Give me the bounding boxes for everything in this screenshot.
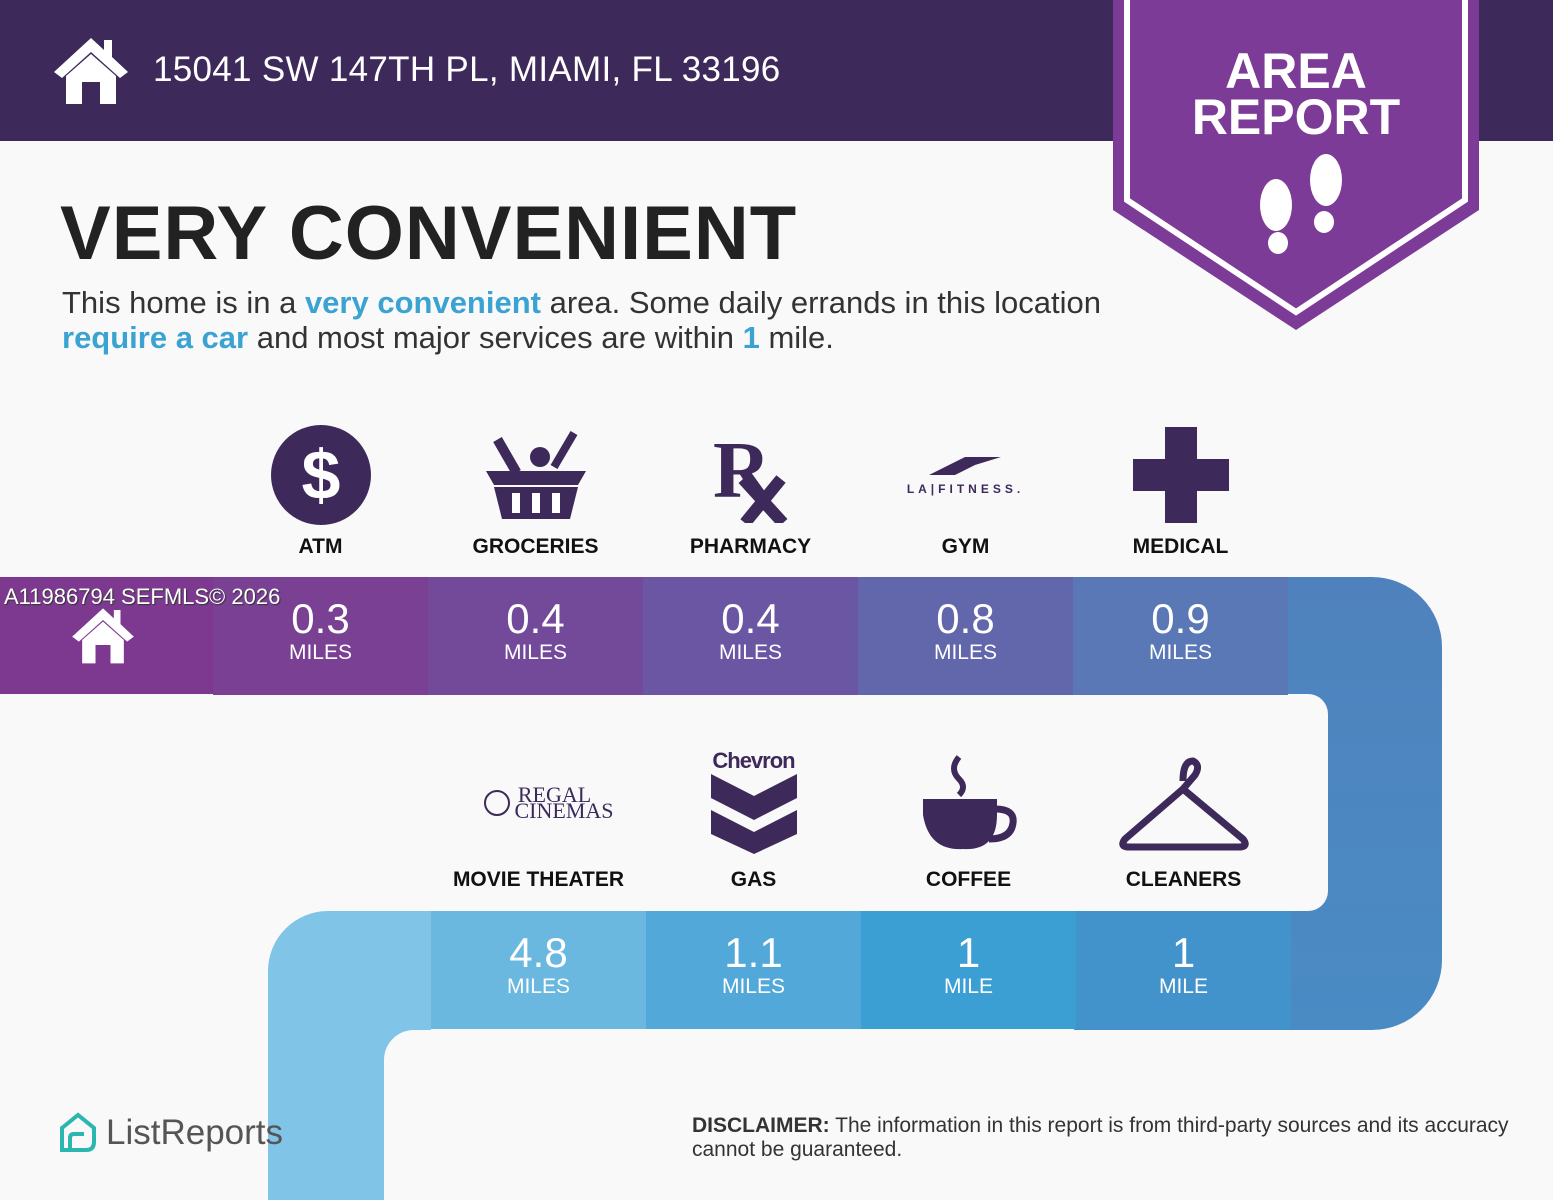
category-label: ATM	[298, 535, 343, 558]
distance-unit: MILE	[943, 975, 993, 998]
badge-line2: REPORT	[1191, 89, 1401, 145]
category-label: MEDICAL	[1132, 535, 1229, 558]
distance-unit: MILES	[933, 641, 998, 664]
category-label: GAS	[730, 868, 777, 891]
category-label: MOVIE THEATER	[452, 868, 625, 891]
category-label: GYM	[941, 535, 990, 558]
distance-value: 0.3	[291, 595, 350, 642]
area-report-badge	[1113, 0, 1479, 330]
distance-unit: MILES	[503, 641, 568, 664]
la-fitness-logo: LA|FITNESS.	[858, 420, 1073, 530]
distance-cell: 0.9 MILES	[1073, 577, 1288, 695]
regal-cinemas-logo: REGAL CINEMAS	[431, 748, 646, 858]
category-label: COFFEE	[925, 868, 1012, 891]
chevron-logo-text: Chevron	[712, 747, 795, 773]
listreports-logo: ListReports	[58, 1112, 283, 1154]
la-fitness-logo-text: LA|FITNESS.	[906, 481, 1025, 496]
medical-cross-icon	[1073, 420, 1288, 530]
distance-cell: 4.8 MILES	[431, 911, 646, 1029]
distance-unit: MILE	[1158, 975, 1208, 998]
page-title: VERY CONVENIENT	[60, 191, 798, 276]
chevron-logo: Chevron	[646, 748, 861, 858]
distance-unit: MILES	[721, 975, 786, 998]
description: This home is in a very convenient area. …	[62, 285, 1101, 355]
property-address: 15041 SW 147TH PL, MIAMI, FL 33196	[153, 50, 781, 89]
rx-icon: R	[643, 420, 858, 530]
category-label: CLEANERS	[1125, 868, 1242, 891]
distance-cell: 0.3 MILES	[213, 577, 428, 695]
dollar-icon: $	[213, 420, 428, 530]
distance-cell: 1.1 MILES	[646, 911, 861, 1029]
badge-line1: AREA	[1225, 43, 1367, 99]
distance-cell: 0.8 MILES	[858, 577, 1073, 695]
footprints-icon	[1260, 154, 1342, 254]
house-icon	[72, 608, 134, 664]
distance-value: 1.1	[724, 929, 783, 976]
distance-value: 0.9	[1151, 595, 1210, 642]
distance-value: 0.4	[721, 595, 780, 642]
distance-cell: 1 MILE	[861, 911, 1076, 1029]
house-icon	[54, 38, 128, 104]
distance-cell: 0.4 MILES	[643, 577, 858, 695]
distance-value: 0.4	[506, 595, 565, 642]
category-label: PHARMACY	[689, 535, 812, 558]
distance-unit: MILES	[718, 641, 783, 664]
distance-unit: MILES	[288, 641, 353, 664]
distance-value: 0.8	[936, 595, 995, 642]
distance-cell: 1 MILE	[1076, 911, 1291, 1029]
coffee-cup-icon	[861, 748, 1076, 858]
grocery-basket-icon	[428, 420, 643, 530]
distance-value: 1	[956, 929, 981, 976]
listreports-icon	[60, 1112, 96, 1152]
distance-value: 1	[1171, 929, 1196, 976]
disclaimer: DISCLAIMER: The information in this repo…	[692, 1114, 1509, 1161]
category-label: GROCERIES	[472, 535, 599, 558]
distance-unit: MILES	[506, 975, 571, 998]
distance-value: 4.8	[509, 929, 568, 976]
regal-logo-text: REGAL CINEMAS	[514, 782, 614, 823]
distance-unit: MILES	[1148, 641, 1213, 664]
svg-text:$: $	[301, 436, 340, 514]
hanger-icon	[1076, 748, 1291, 858]
watermark: A11986794 SEFMLS© 2026	[4, 584, 281, 609]
distance-cell: 0.4 MILES	[428, 577, 643, 695]
